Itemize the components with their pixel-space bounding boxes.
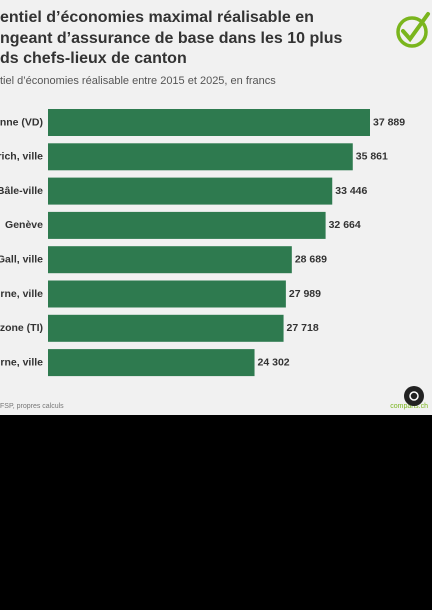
chart-subtitle: tiel d’économies réalisable entre 2015 e… [0,75,276,87]
value-label: 32 664 [329,219,361,231]
value-label: 27 718 [287,322,319,334]
bar [48,314,284,342]
value-label: 35 861 [356,151,388,163]
brand: comparis.ch [390,403,428,410]
category-label: Gall, ville [0,253,43,265]
category-label: Bâle-ville [0,185,43,197]
chart-title: entiel d’économies maximal réalisable en [0,9,314,26]
chart-title: ds chefs-lieux de canton [0,50,187,67]
chart-background [0,0,432,415]
bar [48,211,326,239]
value-label: 27 989 [289,288,321,300]
category-label: rne, ville [0,288,43,300]
bar [48,349,255,377]
bar [48,280,286,308]
bar [48,143,353,171]
bar [48,246,292,274]
category-label: rne, ville [0,356,43,368]
chart-title: ngeant d’assurance de base dans les 10 p… [0,30,342,47]
logo [396,12,430,48]
value-label: 28 689 [295,253,327,265]
value-label: 33 446 [335,185,367,197]
category-label: nne (VD) [0,116,43,128]
bar [48,109,370,136]
overlay-icon[interactable] [404,386,424,406]
category-label: rich, ville [0,151,43,163]
value-label: 37 889 [373,116,405,128]
category-label: Genève [5,219,43,231]
bar [48,177,333,205]
category-label: zone (TI) [0,322,43,334]
source: FSP, propres calculs [0,403,64,410]
black-area [0,415,432,610]
value-label: 24 302 [258,356,290,368]
